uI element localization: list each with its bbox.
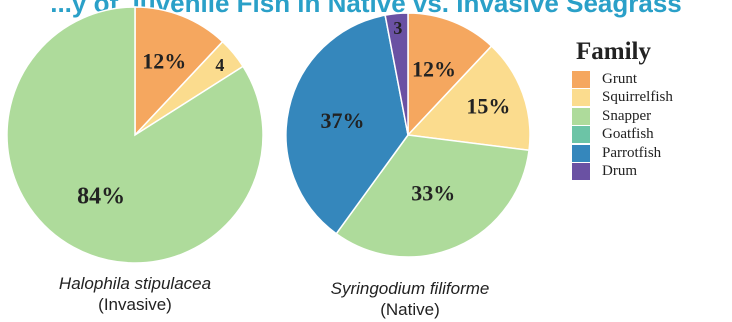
legend-label: Goatfish	[602, 126, 654, 143]
legend-swatch	[572, 107, 590, 125]
pie-1-slice-squirrelfish	[406, 45, 531, 152]
legend-item-grunt: Grunt	[572, 70, 673, 89]
legend-swatch	[572, 163, 590, 181]
pie-1-slice-snapper	[335, 134, 530, 258]
legend-label: Squirrelfish	[602, 89, 673, 106]
pie-0-label-snapper: 84%	[77, 184, 125, 210]
legend-label: Grunt	[602, 70, 637, 87]
pie-0-slice-snapper	[6, 6, 264, 264]
legend-title: Family	[576, 38, 651, 65]
pie-1-label-grunt: 12%	[412, 57, 456, 82]
pie-1-label-snapper: 33%	[411, 181, 455, 206]
legend-label: Drum	[602, 163, 637, 180]
legend-item-drum: Drum	[572, 163, 673, 182]
pie-1-slice-parrotfish	[285, 14, 409, 235]
pie-0-label-squirrelfish: 4	[215, 55, 224, 75]
pie-1-slice-drum	[384, 12, 409, 136]
legend-swatch	[572, 126, 590, 144]
caption-native: Syringodium filiforme (Native)	[290, 278, 530, 320]
chart-title: ...y of Juvenile Fish in Native vs. Inva…	[50, 0, 682, 18]
legend: Family Grunt Squirrelfish Snapper Goatfish P…	[572, 38, 673, 181]
legend-item-parrotfish: Parrotfish	[572, 144, 673, 163]
pie-1-label-squirrelfish: 15%	[466, 94, 510, 119]
pie-0-label-grunt: 12%	[142, 49, 186, 74]
caption-native-status: (Native)	[380, 300, 440, 319]
legend-item-squirrelfish: Squirrelfish	[572, 89, 673, 108]
pie-1-label-parrotfish: 37%	[321, 108, 365, 133]
pie-1-slice-grunt	[407, 12, 493, 137]
pie-0-slice-grunt	[134, 6, 224, 137]
caption-native-species: Syringodium filiforme	[330, 279, 490, 298]
caption-invasive: Halophila stipulacea (Invasive)	[20, 273, 250, 315]
legend-label: Snapper	[602, 107, 652, 124]
legend-item-snapper: Snapper	[572, 107, 673, 126]
legend-label: Parrotfish	[602, 144, 662, 161]
legend-swatch	[572, 89, 590, 107]
legend-swatch	[572, 144, 590, 162]
caption-invasive-status: (Invasive)	[98, 295, 172, 314]
pie-1-label-drum: 3	[393, 18, 402, 38]
legend-swatch	[572, 70, 590, 88]
legend-item-goatfish: Goatfish	[572, 126, 673, 145]
caption-invasive-species: Halophila stipulacea	[58, 274, 212, 293]
